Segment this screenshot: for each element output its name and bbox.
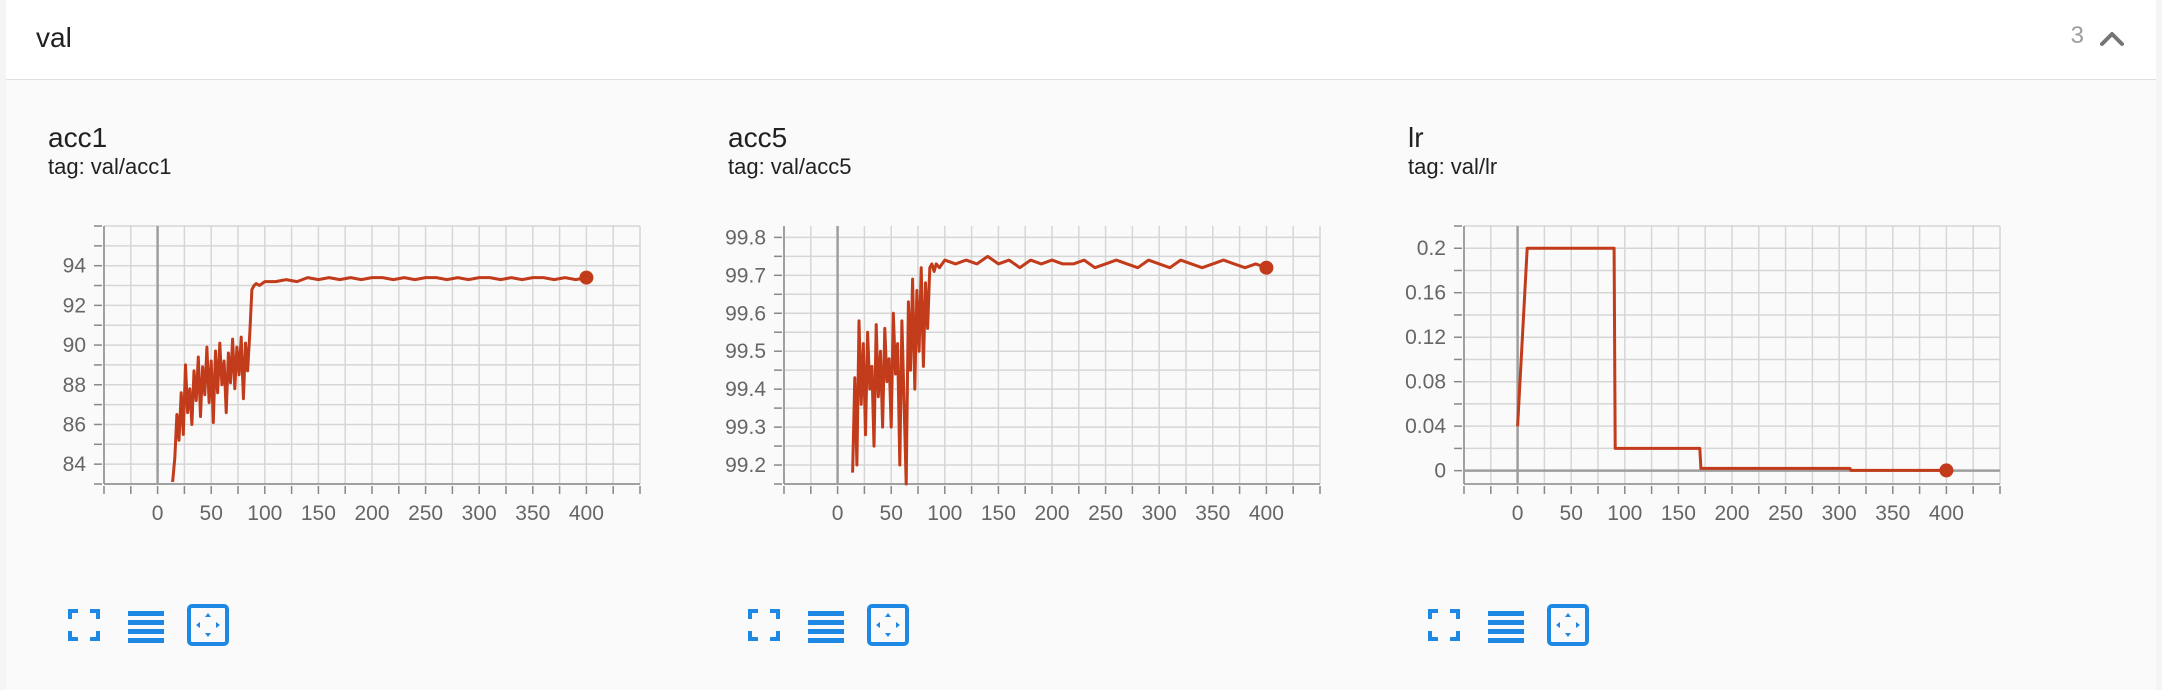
fullscreen-icon[interactable] [1422,603,1466,647]
series-line [171,276,587,483]
y-tick-label: 99.2 [725,454,766,477]
chart-tag: tag: val/acc5 [728,154,852,179]
last-point-marker [1259,260,1274,275]
x-tick-label: 400 [1249,502,1284,520]
y-tick-label: 94 [63,255,87,278]
y-tick-label: 99.4 [725,378,766,401]
x-tick-label: 300 [1142,502,1177,520]
line-chart-lr[interactable]: 0 50 100 150 200 250 300 350 400 0 0.04 0.08 0.12 0.1… [1366,190,2046,520]
y-tick-label: 0.04 [1405,415,1446,438]
fit-domain-icon[interactable] [186,603,230,647]
x-tick-label: 400 [1929,502,1964,520]
x-tick-label: 400 [569,502,604,520]
fullscreen-icon[interactable] [62,603,106,647]
section-title: val [36,22,72,53]
y-tick-label: 99.5 [725,340,766,363]
chart-card-lr: lr tag: val/lr 0 50 100 150 200 250 300 350 400 0… [1366,80,2046,690]
y-tick-label: 84 [63,453,87,476]
toggle-log-scale-icon[interactable] [804,603,848,647]
y-tick-label: 0.16 [1405,282,1446,305]
chart-title: lr [1408,122,1424,153]
series-line [851,254,1267,486]
x-tick-label: 150 [1661,502,1696,520]
x-tick-label: 100 [927,502,962,520]
y-tick-label: 88 [63,374,86,397]
chart-card-acc5: acc5 tag: val/acc5 0 50 100 150 200 250 300 350… [686,80,1366,690]
chart-cards-area: acc1 tag: val/acc1 0 50 100 150 200 250 300 350… [6,80,2156,690]
x-tick-label: 50 [1560,502,1583,520]
x-tick-label: 150 [301,502,336,520]
line-chart-acc1[interactable]: 0 50 100 150 200 250 300 350 400 84 86 88 90 92 94 [6,190,686,520]
x-tick-label: 250 [1088,502,1123,520]
x-tick-label: 200 [354,502,389,520]
x-tick-label: 150 [981,502,1016,520]
y-tick-label: 99.6 [725,302,766,325]
x-tick-label: 100 [247,502,282,520]
x-tick-label: 350 [1195,502,1230,520]
chart-tag: tag: val/lr [1408,154,1498,179]
x-tick-label: 250 [408,502,443,520]
x-tick-label: 300 [1822,502,1857,520]
chart-title: acc5 [728,122,788,153]
x-tick-label: 50 [200,502,223,520]
line-chart-acc5[interactable]: 0 50 100 150 200 250 300 350 400 99.2 99.3 99.4 99.5… [686,190,1366,520]
chart-title: acc1 [48,122,108,153]
y-tick-label: 99.7 [725,264,766,287]
chart-tag: tag: val/acc1 [48,154,172,179]
section-header: val 3 [6,0,2156,80]
x-tick-label: 300 [462,502,497,520]
x-tick-label: 0 [832,502,844,520]
toggle-log-scale-icon[interactable] [1484,603,1528,647]
y-tick-label: 0 [1434,460,1446,483]
y-tick-label: 0.12 [1405,326,1446,349]
last-point-marker [1939,463,1954,478]
x-tick-label: 250 [1768,502,1803,520]
chevron-up-icon[interactable] [2094,20,2130,56]
x-tick-label: 350 [1875,502,1910,520]
x-tick-label: 100 [1607,502,1642,520]
y-tick-label: 92 [63,294,86,317]
x-tick-label: 50 [880,502,903,520]
section-count: 3 [2070,22,2084,49]
y-tick-label: 0.08 [1405,371,1446,394]
y-tick-label: 99.3 [725,416,766,439]
y-tick-label: 86 [63,413,86,436]
chart-card-acc1: acc1 tag: val/acc1 0 50 100 150 200 250 300 350… [6,80,686,690]
x-tick-label: 200 [1034,502,1069,520]
series-line [1516,246,1947,472]
x-tick-label: 0 [1512,502,1524,520]
fullscreen-icon[interactable] [742,603,786,647]
fit-domain-icon[interactable] [866,603,910,647]
x-tick-label: 0 [152,502,164,520]
x-tick-label: 200 [1714,502,1749,520]
y-tick-label: 99.8 [725,226,766,249]
last-point-marker [579,270,594,285]
y-tick-label: 0.2 [1417,237,1446,260]
x-tick-label: 350 [515,502,550,520]
toggle-log-scale-icon[interactable] [124,603,168,647]
fit-domain-icon[interactable] [1546,603,1590,647]
y-tick-label: 90 [63,334,86,357]
